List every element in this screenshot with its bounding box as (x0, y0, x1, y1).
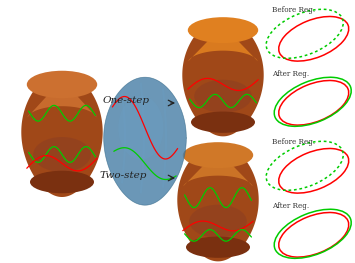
Text: Before Reg.: Before Reg. (272, 138, 316, 146)
Polygon shape (21, 72, 103, 197)
Polygon shape (188, 26, 258, 61)
Ellipse shape (194, 80, 252, 113)
Bar (269, 4, 355, 62)
Ellipse shape (27, 71, 97, 98)
Text: Before Reg.: Before Reg. (272, 6, 316, 14)
Bar (269, 68, 355, 126)
Polygon shape (183, 150, 253, 186)
Bar (269, 200, 355, 258)
Text: After Reg.: After Reg. (272, 202, 310, 210)
Polygon shape (177, 143, 259, 261)
Ellipse shape (189, 205, 247, 238)
Ellipse shape (118, 96, 163, 160)
Ellipse shape (30, 171, 94, 193)
Ellipse shape (33, 137, 91, 172)
Polygon shape (27, 79, 97, 117)
Bar (269, 136, 355, 194)
Text: One-step: One-step (103, 96, 150, 105)
Ellipse shape (183, 142, 253, 168)
Ellipse shape (186, 237, 250, 258)
Ellipse shape (191, 112, 255, 133)
Polygon shape (182, 18, 264, 136)
Polygon shape (104, 77, 186, 205)
Text: Two-step: Two-step (99, 171, 146, 180)
Ellipse shape (188, 17, 258, 43)
Text: After Reg.: After Reg. (272, 70, 310, 78)
